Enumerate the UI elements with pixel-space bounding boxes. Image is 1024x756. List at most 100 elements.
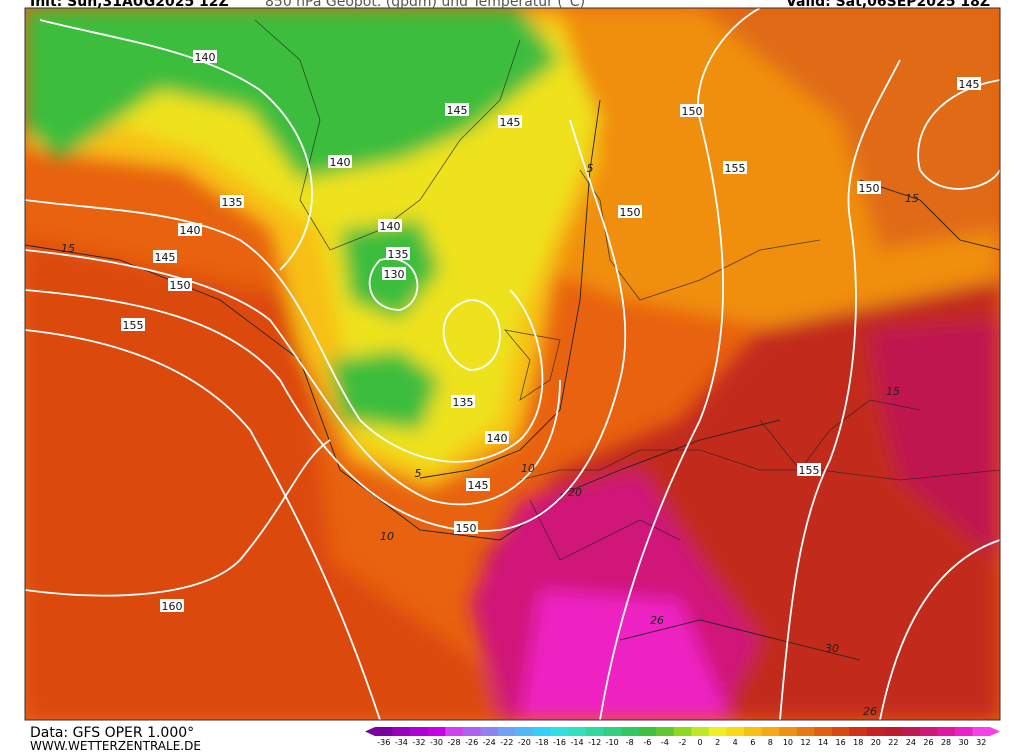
geopotential-label: 140 (487, 432, 508, 445)
geopotential-label: 140 (180, 224, 201, 237)
colorbar-swatch (919, 727, 938, 736)
label-box (220, 195, 244, 208)
geopotential-label: 150 (620, 206, 641, 219)
colorbar-tick-label: -32 (412, 738, 425, 747)
label-box (618, 205, 642, 218)
label-box (121, 318, 145, 331)
colorbar-tick-label: 30 (959, 738, 969, 747)
colorbar-swatch (726, 727, 745, 736)
geopotential-label: 155 (123, 319, 144, 332)
colorbar-swatch (656, 727, 675, 736)
init-time: Init: Sun,31AUG2025 12Z (30, 0, 229, 10)
colorbar-swatch (515, 727, 534, 736)
temperature-label: 26 (650, 614, 664, 627)
colorbar-swatch (708, 727, 727, 736)
label-box (328, 155, 352, 168)
colorbar-swatch (568, 727, 587, 736)
geopotential-label: 150 (456, 522, 477, 535)
colorbar-swatch (550, 727, 569, 736)
label-box (723, 161, 747, 174)
colorbar-tick-label: 0 (698, 738, 703, 747)
geopotential-label: 135 (222, 196, 243, 209)
colorbar-tick-label: -18 (535, 738, 548, 747)
colorbar-tick-label: 32 (976, 738, 986, 747)
colorbar-swatch (796, 727, 815, 736)
geopotential-label: 145 (447, 104, 468, 117)
colorbar-swatch (427, 727, 446, 736)
colorbar-swatch (375, 727, 393, 736)
geopotential-label: 135 (388, 248, 409, 261)
geopotential-label: 160 (162, 600, 183, 613)
geopotential-label: 155 (799, 464, 820, 477)
geopotential-label: 150 (682, 105, 703, 118)
colorbar-tick-label: -20 (518, 738, 531, 747)
label-box (153, 250, 177, 263)
colorbar-swatch (585, 727, 604, 736)
geopotential-label: 145 (959, 78, 980, 91)
colorbar-swatch (884, 727, 903, 736)
colorbar-tick-label: 10 (783, 738, 793, 747)
colorbar-tick-label: 24 (906, 738, 916, 747)
colorbar-tick-label: -6 (643, 738, 651, 747)
colorbar-tick-label: 8 (768, 738, 773, 747)
colorbar-swatch (392, 727, 411, 736)
valid-time: Valid: Sat,06SEP2025 18Z (786, 0, 990, 10)
geopotential-label: 140 (380, 220, 401, 233)
label-box (178, 223, 202, 236)
geopotential-label: 140 (195, 51, 216, 64)
colorbar-swatch (691, 727, 710, 736)
geopotential-label: 145 (468, 479, 489, 492)
colorbar-swatch (972, 727, 991, 736)
colorbar-swatch (849, 727, 868, 736)
temperature-label: 5 (415, 467, 422, 480)
colorbar-tick-label: 22 (888, 738, 898, 747)
colorbar-tick-label: -14 (571, 738, 584, 747)
colorbar-swatch (902, 727, 921, 736)
colorbar-tick-label: -34 (395, 738, 408, 747)
label-box (382, 267, 406, 280)
colorbar-swatch (533, 727, 552, 736)
colorbar-tick-label: 2 (715, 738, 720, 747)
colorbar-tick-label: -4 (661, 738, 669, 747)
colorbar-swatch (673, 727, 692, 736)
colorbar-swatch (621, 727, 639, 736)
colorbar-tick-label: 20 (871, 738, 881, 747)
colorbar-swatch (761, 727, 780, 736)
colorbar-end (990, 727, 1000, 736)
label-box (498, 115, 522, 128)
geopotential-label: 130 (384, 268, 405, 281)
colorbar-tick-label: -28 (448, 738, 461, 747)
colorbar-swatch (779, 727, 798, 736)
colorbar: -36 -34 -32 -30 -28 -26 -24 -22 -20 -18 -16 -14 -12-… (365, 727, 1000, 747)
geopotential-label: 150 (859, 182, 880, 195)
colorbar-swatch (480, 727, 499, 736)
label-box (451, 395, 475, 408)
label-box (466, 478, 490, 491)
website: WWW.WETTERZENTRALE.DE (30, 739, 201, 752)
label-box (857, 181, 881, 194)
label-box (485, 431, 509, 444)
label-box (957, 77, 981, 90)
label-box (193, 50, 217, 63)
label-box (454, 521, 478, 534)
colorbar-tick-label: 4 (733, 738, 738, 747)
label-box (680, 104, 704, 117)
colorbar-tick-label: -24 (483, 738, 496, 747)
colorbar-tick-label: 18 (853, 738, 863, 747)
colorbar-tick-label: 12 (800, 738, 810, 747)
colorbar-swatch (638, 727, 657, 736)
colorbar-swatch (937, 727, 956, 736)
geopotential-label: 140 (330, 156, 351, 169)
colorbar-tick-label: -8 (626, 738, 634, 747)
temperature-label: 30 (825, 642, 839, 655)
colorbar-tick-label: -36 (377, 738, 390, 747)
colorbar-tick-label: -22 (500, 738, 513, 747)
colorbar-tick-label: -26 (465, 738, 478, 747)
geopotential-label: 145 (155, 251, 176, 264)
colorbar-swatch (744, 727, 762, 736)
temperature-label: 26 (863, 705, 877, 718)
colorbar-swatch (954, 727, 973, 736)
label-box (386, 247, 410, 260)
